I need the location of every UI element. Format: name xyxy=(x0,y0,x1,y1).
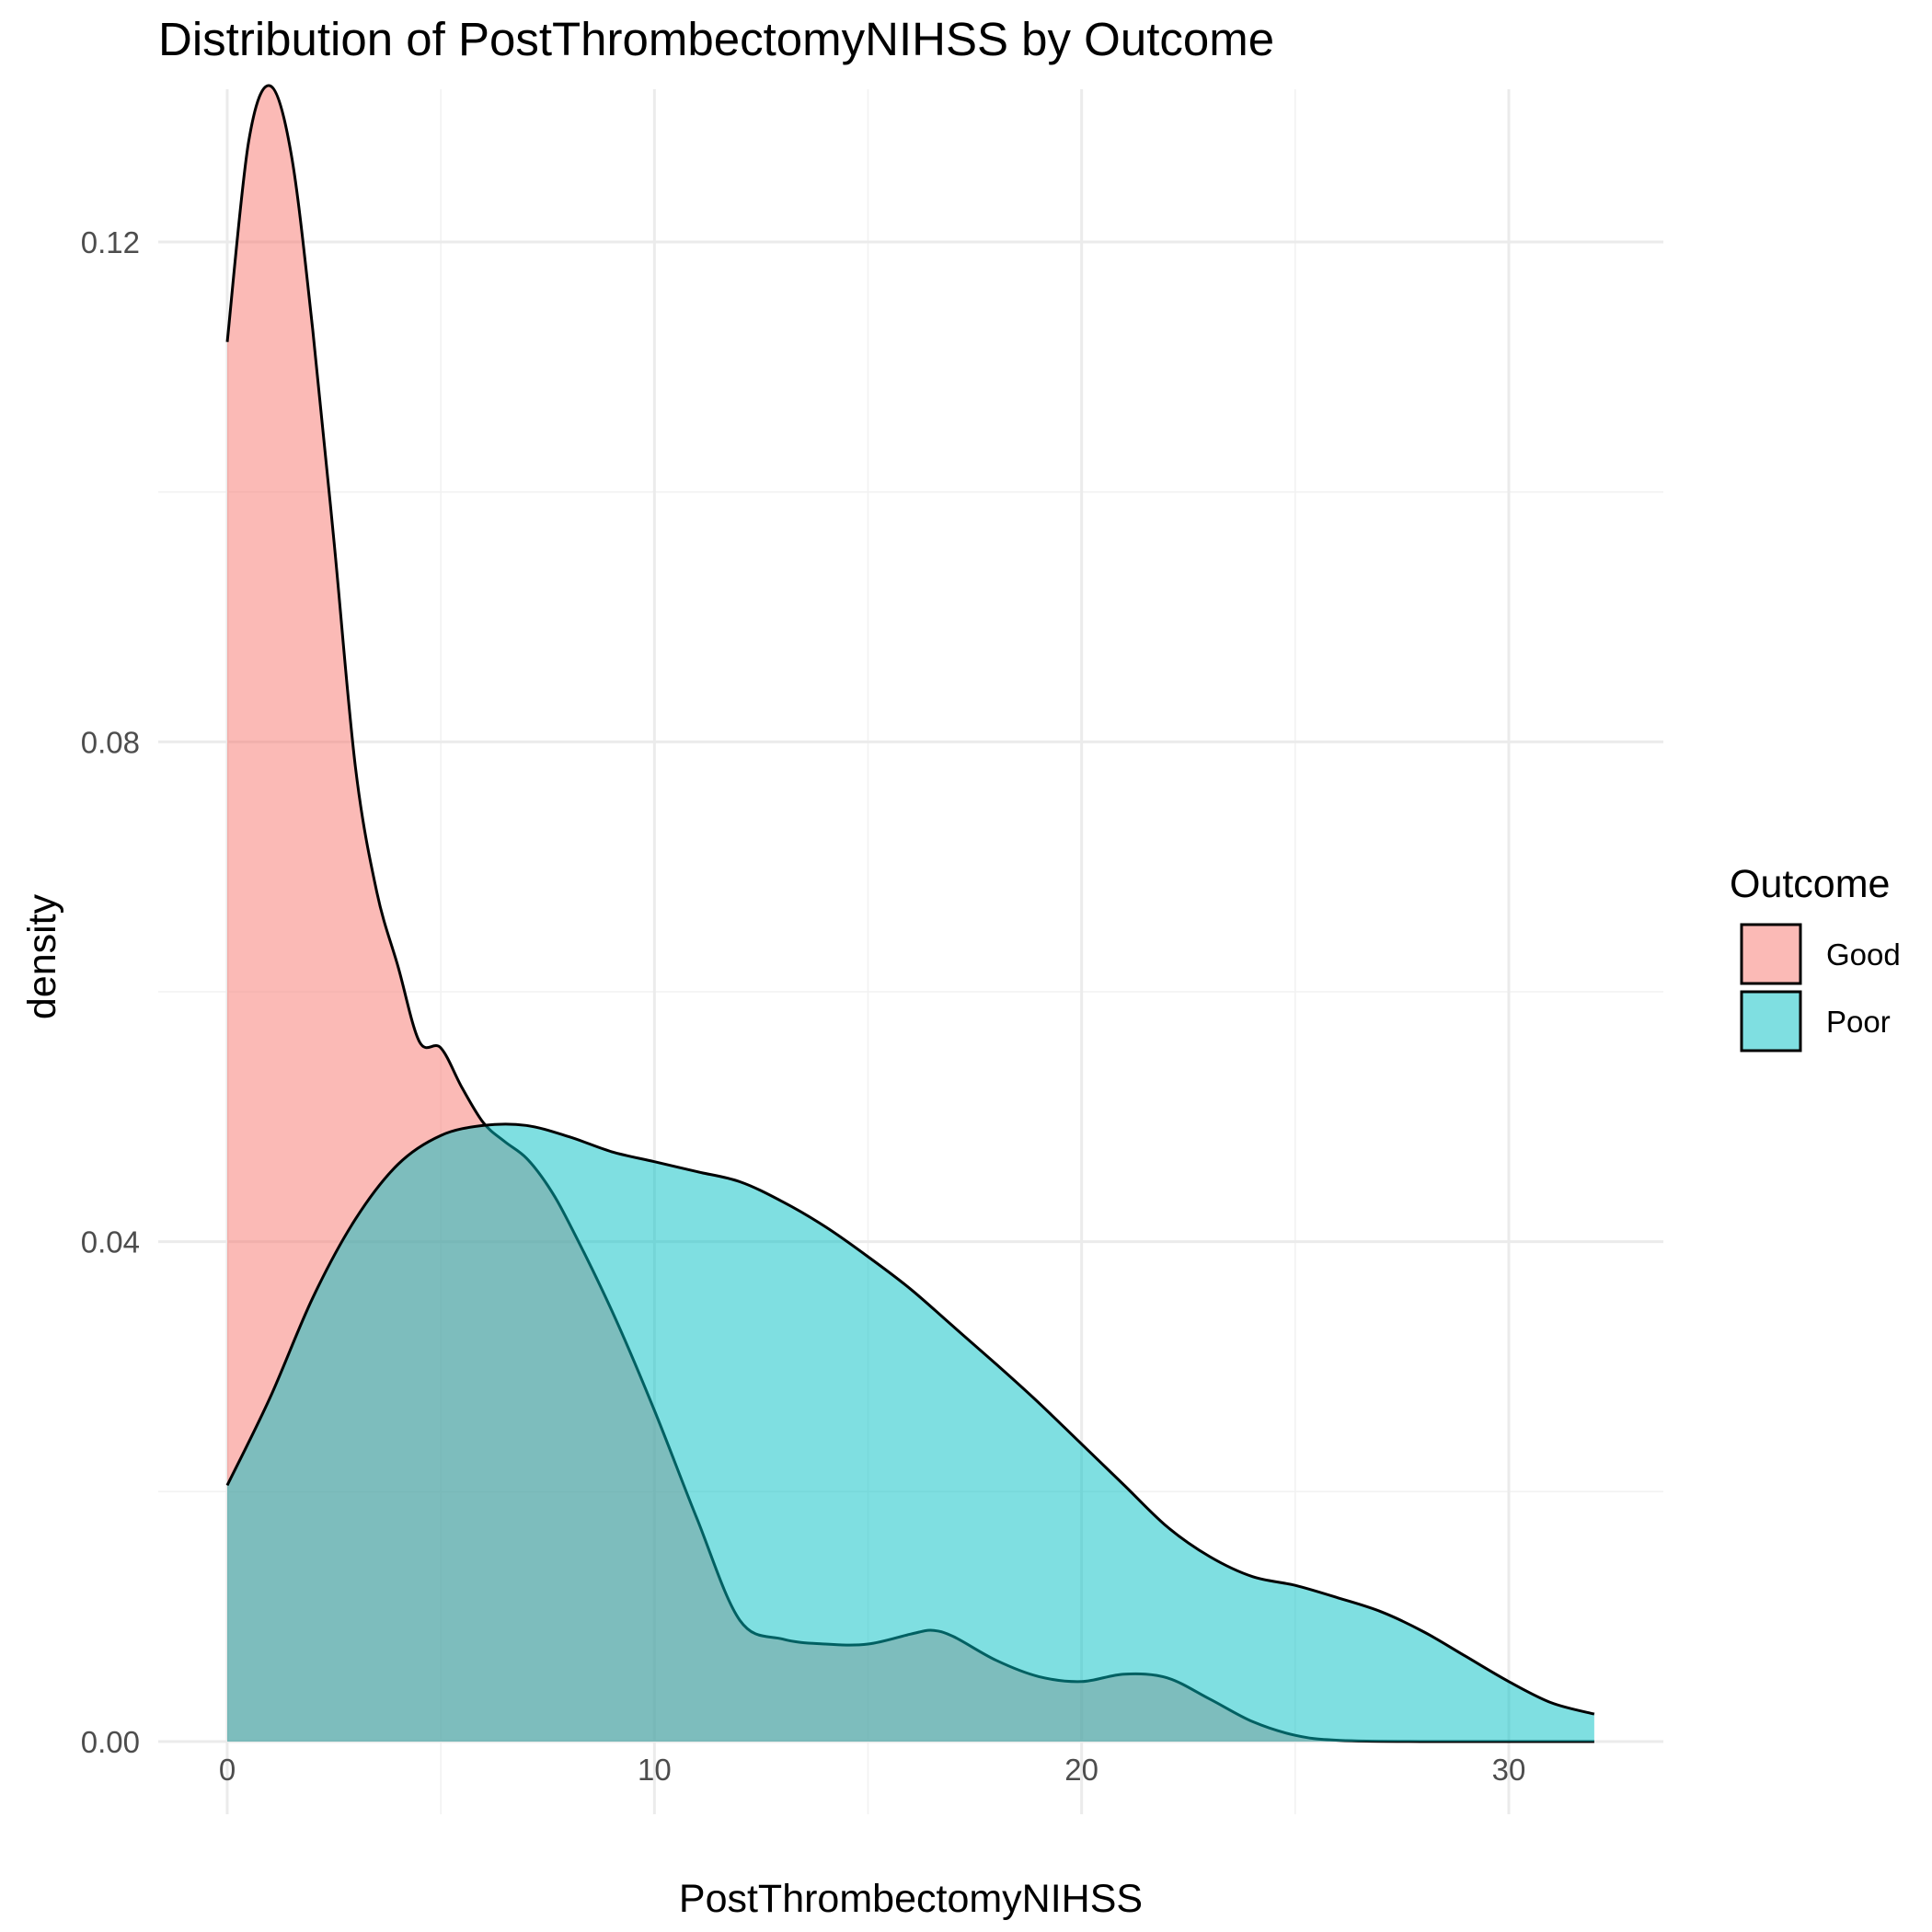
x-axis-ticks: 0 10 20 30 xyxy=(219,1753,1526,1787)
y-tick-label: 0.08 xyxy=(81,725,140,759)
legend-key-poor xyxy=(1740,990,1802,1052)
chart-title: Distribution of PostThrombectomyNIHSS by… xyxy=(158,13,1274,65)
x-axis-title: PostThrombectomyNIHSS xyxy=(679,1877,1143,1921)
y-tick-label: 0.12 xyxy=(81,225,140,259)
legend-label-poor: Poor xyxy=(1826,1005,1891,1039)
x-tick-label: 20 xyxy=(1064,1753,1098,1787)
x-tick-label: 0 xyxy=(219,1753,236,1787)
density-series xyxy=(225,84,1595,1743)
y-tick-label: 0.00 xyxy=(81,1725,140,1759)
x-tick-label: 30 xyxy=(1492,1753,1526,1787)
y-axis-ticks: 0.00 0.04 0.08 0.12 xyxy=(81,225,140,1759)
y-tick-label: 0.04 xyxy=(81,1225,140,1259)
y-axis-title: density xyxy=(20,893,64,1019)
x-tick-label: 10 xyxy=(638,1753,672,1787)
legend-title: Outcome xyxy=(1730,862,1890,906)
density-line-poor xyxy=(225,1122,1595,1716)
legend-key-good xyxy=(1740,923,1802,985)
density-area-poor xyxy=(227,1123,1594,1742)
legend-items: Good Poor xyxy=(1740,923,1901,1052)
legend: Outcome Good Poor xyxy=(1730,862,1901,1052)
legend-label-good: Good xyxy=(1826,937,1901,972)
